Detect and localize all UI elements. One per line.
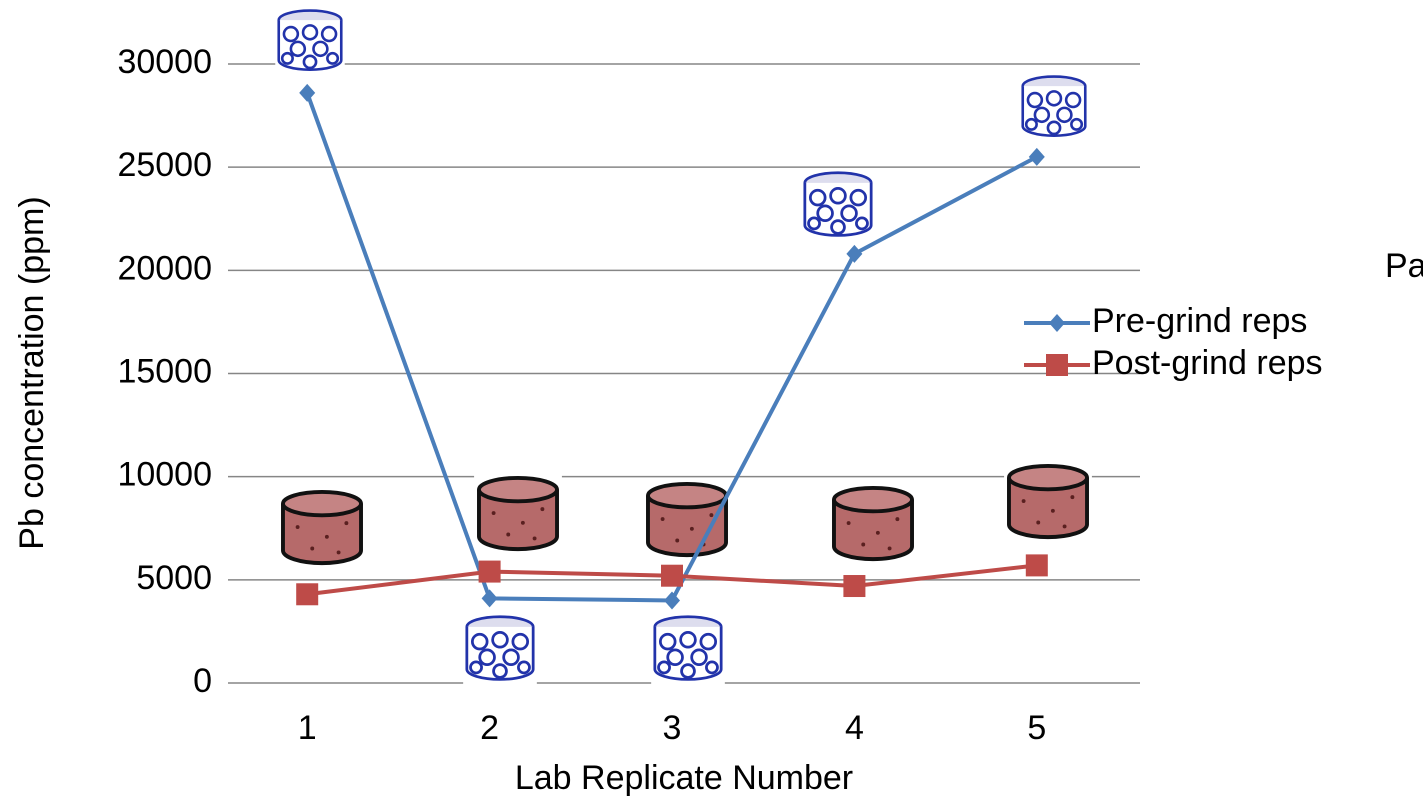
chart: Pb concentration (ppm) Lab Replicate Num… (0, 0, 1423, 805)
loose-icon (651, 614, 725, 684)
loose-icon (275, 8, 344, 74)
marker (296, 583, 318, 605)
marker (661, 565, 683, 587)
marker (843, 575, 865, 597)
y-tick-label: 10000 (117, 456, 212, 494)
x-axis-title: Lab Replicate Number (515, 759, 853, 797)
legend-label: Pre-grind reps (1092, 302, 1307, 340)
loose-icon (463, 614, 537, 684)
y-tick-label: 5000 (136, 559, 212, 597)
y-tick-label: 25000 (117, 146, 212, 184)
ground-icon (474, 474, 562, 554)
y-tick-label: 30000 (117, 43, 212, 81)
x-tick-label: 1 (298, 709, 317, 747)
y-tick-label: 15000 (117, 352, 212, 390)
legend-label: Post-grind reps (1092, 344, 1323, 382)
loose-icon (1019, 74, 1088, 140)
ground-icon (829, 484, 917, 564)
loose-icon (801, 170, 875, 240)
x-tick-label: 3 (663, 709, 682, 747)
x-tick-label: 5 (1027, 709, 1046, 747)
marker (846, 245, 862, 263)
legend-title: Pa (1385, 247, 1423, 285)
legend: Pre-grind reps Post-grind reps (1024, 302, 1323, 382)
marker (1046, 354, 1068, 376)
x-tick-label: 2 (480, 709, 499, 747)
y-axis-title: Pb concentration (ppm) (13, 196, 51, 549)
y-tick-label: 20000 (117, 249, 212, 287)
ground-icon (1004, 462, 1092, 542)
x-tick-label: 4 (845, 709, 864, 747)
marker (1029, 148, 1045, 166)
y-tick-label: 0 (193, 662, 212, 700)
plot-area: 0 5000 10000 15000 20000 25000 30000 1 2 3 4 5 (117, 43, 1140, 747)
marker (1026, 554, 1048, 576)
ground-icon (278, 488, 366, 568)
marker (479, 561, 501, 583)
marker (664, 591, 680, 609)
marker (299, 84, 315, 102)
marker (1049, 314, 1065, 332)
page: {"chart_data": {"type": "line", "x_label… (0, 0, 1423, 805)
marker (482, 589, 498, 607)
ground-icon (643, 480, 731, 560)
